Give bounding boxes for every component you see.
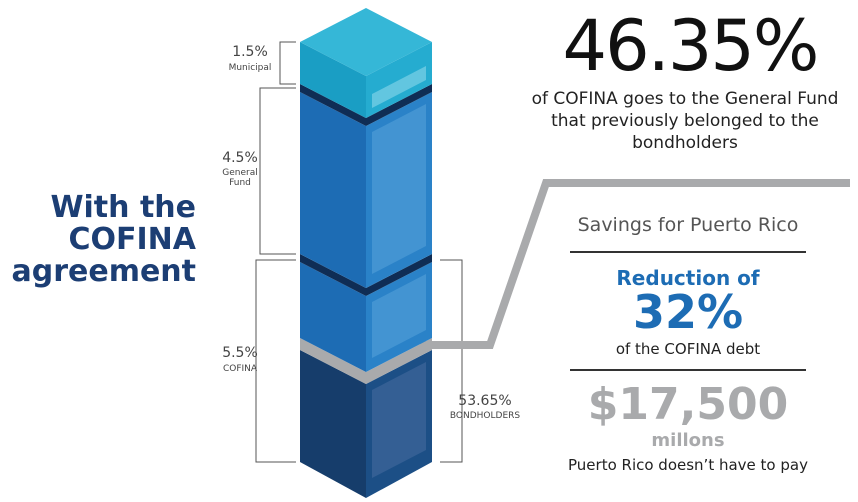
headline-text: of COFINA goes to the General Fund that … [525, 88, 845, 154]
segment-label: BONDHOLDERS [435, 411, 535, 421]
segment-percent: 5.5% [210, 345, 270, 361]
block-face [372, 104, 426, 274]
amount-text: Puerto Rico doesn’t have to pay [530, 456, 846, 474]
headline-value: 46.35% [530, 6, 850, 86]
segment-percent: 1.5% [220, 44, 280, 60]
amount-value: $17,500 [550, 380, 826, 430]
savings-title: Savings for Puerto Rico [550, 214, 826, 236]
segment-percent: 53.65% [440, 393, 530, 409]
reduction-text: of the COFINA debt [550, 340, 826, 358]
page: With the COFINA agreement 1.5% Municipal… [0, 0, 858, 502]
segment-percent: 4.5% [210, 150, 270, 166]
segment-label: COFINA [210, 364, 270, 374]
reduction-value: 32% [550, 286, 826, 338]
segment-label: Municipal [220, 63, 280, 73]
heading: With the COFINA agreement [0, 192, 196, 288]
amount-unit: millons [550, 430, 826, 451]
segment-label: General Fund [215, 168, 265, 188]
block [300, 92, 366, 288]
